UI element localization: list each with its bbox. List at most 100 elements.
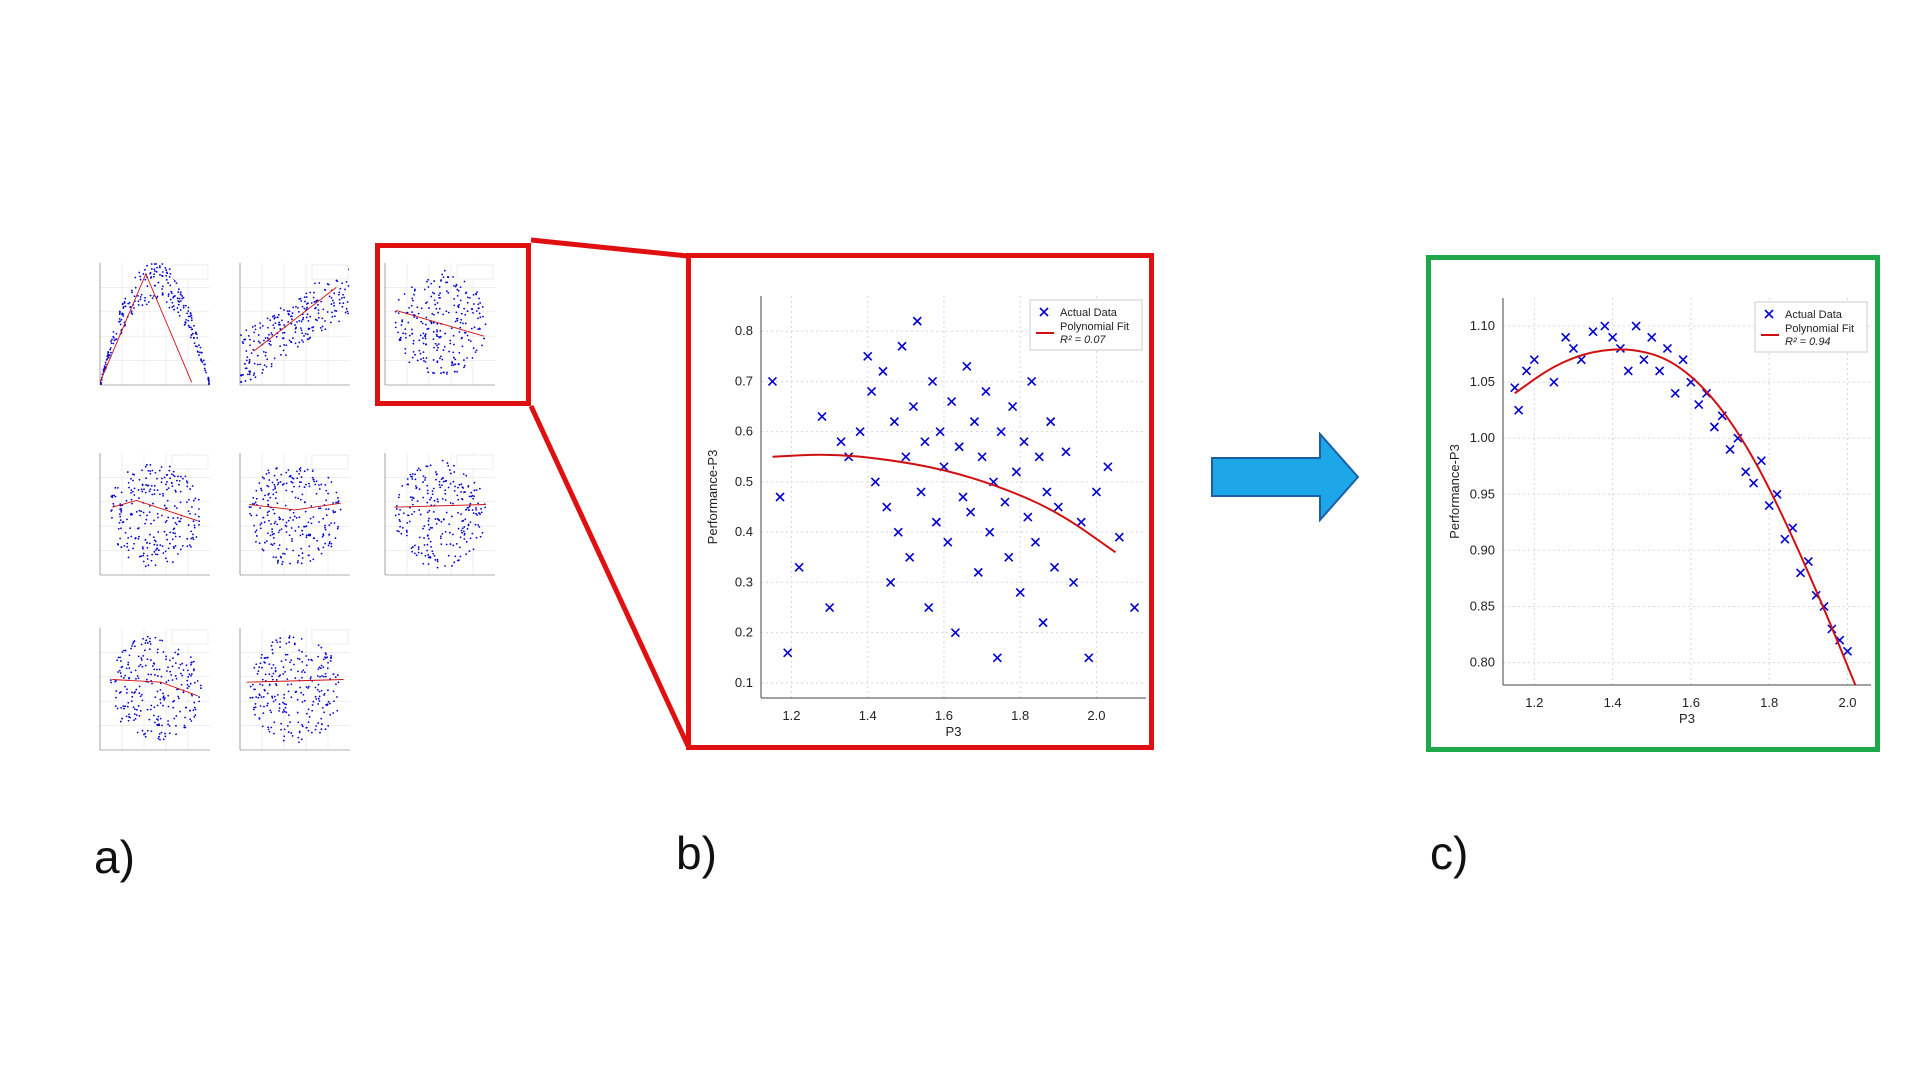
thumbnail-legend [171, 264, 209, 280]
data-point [924, 602, 934, 613]
legend-marker-data [1764, 309, 1774, 319]
data-point [969, 417, 980, 427]
data-point [931, 517, 941, 527]
y-tick-label: 0.90 [1470, 542, 1495, 557]
data-point [927, 376, 938, 386]
legend-label-r2: R² = 0.94 [1785, 336, 1831, 348]
thumbnail-fit-curve [112, 679, 198, 697]
data-point [901, 452, 911, 462]
data-point [825, 602, 835, 613]
data-point [958, 492, 968, 502]
data-point [1741, 467, 1751, 477]
y-axis-label: Performance-P3 [1447, 444, 1462, 539]
y-tick-label: 0.85 [1470, 598, 1495, 613]
x-axis-label: P3 [1679, 711, 1695, 726]
panel-a-label: a) [94, 831, 135, 883]
zoom-line-top [530, 237, 689, 259]
data-point [947, 396, 957, 407]
x-tick-label: 1.4 [859, 708, 877, 723]
data-point [878, 366, 888, 376]
data-point [1608, 332, 1618, 342]
legend-marker-data [1039, 307, 1049, 317]
legend-label-fit: Polynomial Fit [1785, 323, 1854, 335]
data-point [1709, 422, 1719, 432]
data-point [962, 361, 972, 371]
legend-label-r2: R² = 0.07 [1060, 334, 1106, 346]
panel-a-thumbnail-grid [99, 263, 495, 751]
thumbnail-fit-curve [395, 310, 485, 337]
polynomial-fit-curve [772, 453, 1117, 554]
data-point [1647, 332, 1657, 342]
data-point [992, 653, 1002, 663]
data-point [1011, 467, 1021, 477]
panel-c-label: c) [1430, 827, 1469, 879]
data-point [1600, 321, 1610, 331]
data-point [1038, 618, 1048, 628]
y-tick-label: 0.2 [735, 625, 753, 640]
thumbnail-fit-curve [112, 499, 198, 522]
data-point [1069, 577, 1079, 587]
x-tick-label: 1.6 [1682, 695, 1700, 710]
data-point [1756, 456, 1766, 466]
data-point [1084, 653, 1094, 663]
thumbnail-plot [99, 628, 210, 751]
data-point [1061, 447, 1071, 457]
thumbnail-legend [171, 454, 209, 470]
data-point [1639, 355, 1649, 365]
data-point [996, 427, 1006, 437]
data-point [916, 487, 926, 497]
data-point [1103, 462, 1113, 472]
data-point [1521, 366, 1532, 376]
panel-b-scatter-chart: 1.2 1.4 1.6 1.8 2.0 0.1 0.2 0.3 0.4 0.5 0.6 0.7 0.8 P… [705, 296, 1146, 739]
thumbnail-legend [311, 629, 349, 645]
zoom-line-bottom [528, 404, 691, 748]
data-point [1529, 355, 1539, 365]
data-point [1046, 417, 1056, 427]
thumbnail-legend [456, 454, 494, 470]
thumbnail-legend [171, 629, 209, 645]
thumbnail-plot [239, 263, 350, 386]
data-point [1091, 487, 1102, 497]
data-point [886, 577, 896, 587]
transform-arrow-icon [1211, 432, 1360, 522]
data-point [1549, 377, 1559, 387]
data-point [1725, 444, 1735, 455]
panel-b-label: b) [676, 827, 717, 879]
thumbnail-fit-curve [246, 679, 344, 683]
data-point [1748, 478, 1759, 488]
legend-box [1754, 301, 1868, 353]
data-point [870, 477, 880, 487]
thumbnail-legend [311, 454, 349, 470]
data-point [1114, 532, 1124, 542]
data-point [863, 351, 873, 361]
data-point [889, 417, 899, 427]
data-point [1670, 388, 1680, 398]
x-axis-label: P3 [946, 724, 962, 739]
data-point [1694, 399, 1704, 410]
data-point [836, 437, 846, 447]
x-tick-label: 1.6 [935, 708, 953, 723]
data-point [966, 507, 976, 517]
data-point [905, 552, 915, 562]
data-point [935, 427, 945, 437]
y-tick-label: 0.80 [1470, 655, 1495, 670]
data-point [1034, 452, 1044, 462]
data-point [920, 437, 930, 447]
legend-box [1029, 299, 1143, 351]
thumbnail-plot [239, 628, 350, 751]
data-point [1655, 366, 1665, 376]
data-point [1623, 366, 1633, 376]
data-point [912, 316, 922, 326]
legend-label-data: Actual Data [1060, 307, 1118, 319]
data-point [767, 376, 778, 386]
data-point [775, 492, 785, 502]
x-tick-label: 1.2 [782, 708, 800, 723]
thumbnail-plot [99, 263, 210, 386]
y-tick-label: 0.7 [735, 373, 753, 388]
data-point [985, 527, 995, 537]
data-point [1015, 587, 1025, 598]
data-point [1008, 401, 1018, 412]
thumbnail-fit-curve [99, 272, 193, 383]
polynomial-fit-curve [1514, 348, 1857, 686]
data-point [844, 452, 854, 462]
